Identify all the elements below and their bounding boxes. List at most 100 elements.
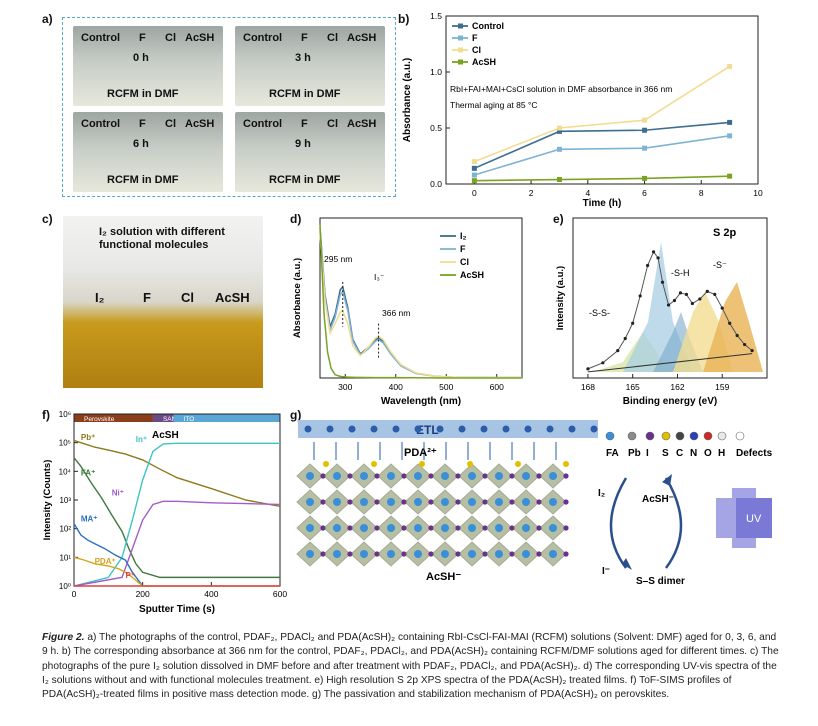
- iodide-ion: [401, 525, 407, 531]
- chart-e-data-point: [660, 280, 665, 284]
- fa-cation: [387, 472, 395, 480]
- fa-cation: [333, 524, 341, 532]
- vial-photo-6h: Control F Cl AcSH 6 h RCFM in DMF: [73, 112, 223, 192]
- fa-cation: [414, 498, 422, 506]
- legend-atom-label: H: [718, 448, 725, 459]
- fa-cation: [468, 524, 476, 532]
- iodide-ion: [347, 473, 353, 479]
- fa-cation: [360, 524, 368, 532]
- caption-figure-label: Figure 2.: [42, 632, 85, 643]
- chart-e-ylabel: Intensity (a.u.): [555, 266, 566, 330]
- etl-molecule: [502, 425, 510, 433]
- chart-f-series-label: PDA⁺: [95, 557, 116, 566]
- iodide-ion: [482, 525, 488, 531]
- chart-b-point: [727, 119, 733, 125]
- chart-e-data-point: [705, 289, 709, 293]
- legend-atom-swatch: [645, 431, 655, 441]
- legend-atom-swatch: [689, 431, 699, 441]
- vial-time: 0 h: [133, 52, 149, 64]
- fa-cation: [522, 498, 530, 506]
- cycle-arrowhead-left: [622, 558, 632, 570]
- chart-e-data-point: [720, 306, 724, 310]
- iodide-ion: [455, 499, 461, 505]
- chart-e-data-point: [656, 256, 660, 260]
- chart-f-series-label: Ni⁺: [112, 489, 124, 498]
- iodide-ion: [563, 525, 569, 531]
- fa-cation: [441, 524, 449, 532]
- peak-label-sh: -S-H: [671, 268, 690, 278]
- sulfur-atom: [323, 461, 329, 467]
- chart-b-legend-marker: [458, 59, 463, 65]
- etl-molecule: [436, 425, 444, 433]
- legend-atom-label: O: [704, 448, 712, 459]
- chart-b-legend-marker: [458, 35, 463, 41]
- pda-label: PDA²⁺: [404, 447, 437, 459]
- chart-b-xtick-label: 8: [699, 188, 704, 198]
- chart-e-data-point: [666, 303, 671, 307]
- chart-b: 0 2 4 6 8 10 0.0 0.5 1.0 1.5 RbI+FAI+MAI+CsCl sol…: [402, 11, 763, 209]
- fa-cation: [360, 498, 368, 506]
- chart-b-point: [642, 117, 648, 123]
- chart-d-xlabel: Wavelength (nm): [381, 396, 461, 407]
- panel-label-g: g): [290, 408, 302, 422]
- chart-b-point: [471, 159, 477, 165]
- chart-d-series-line: [319, 230, 522, 379]
- vial-label-acsh: AcSH: [215, 290, 250, 305]
- fa-cation: [522, 524, 530, 532]
- vial-label-control: Control: [243, 32, 283, 44]
- caption-text: a) The photographs of the control, PDAF₂…: [42, 632, 779, 701]
- chart-b-ytick-label: 1.0: [430, 67, 442, 77]
- chart-e-xtick-label: 168: [581, 382, 595, 392]
- iodide-ion: [320, 551, 326, 557]
- chart-e-data-point: [728, 321, 732, 325]
- fa-cation: [495, 524, 503, 532]
- chart-d-peak2: 366 nm: [382, 308, 410, 318]
- chart-f-region-label: ITO: [184, 416, 195, 423]
- etl-molecule: [370, 425, 378, 433]
- chart-b-legend-marker: [458, 47, 463, 53]
- chart-d-peak1: 295 nm: [324, 254, 352, 264]
- chart-e-data-point: [735, 333, 739, 338]
- chart-e-data-point: [651, 250, 656, 254]
- chart-e: 168 165 162 159 S 2p -S-S- -S-H -S⁻ Binding…: [555, 217, 768, 407]
- vial-label-f: F: [301, 32, 308, 44]
- panel-c-title-line1: I₂ solution with different: [99, 226, 225, 238]
- chart-e-data-point: [631, 321, 635, 325]
- legend-atom-swatch: [627, 431, 637, 441]
- iodide-ion: [509, 473, 515, 479]
- chart-b-series-line: [474, 175, 730, 182]
- fa-cation: [495, 498, 503, 506]
- iodide-ion: [536, 551, 542, 557]
- chart-d: 300 400 500 600 295 nm 366 nm I₃⁻ Wavelengt…: [292, 217, 523, 407]
- vial-photo-9h: Control F Cl AcSH 9 h RCFM in DMF: [235, 112, 385, 192]
- chart-b-xtick-label: 0: [472, 188, 477, 198]
- chart-b-legend-label: Cl: [472, 45, 481, 55]
- chart-b-point: [727, 133, 733, 139]
- panel-label-a: a): [42, 12, 53, 26]
- legend-atom-swatch: [717, 431, 727, 441]
- fa-cation: [549, 498, 557, 506]
- fa-cation: [522, 472, 530, 480]
- vial-label-cl: Cl: [327, 32, 338, 44]
- etl-molecule: [304, 425, 312, 433]
- chart-b-point: [727, 173, 733, 179]
- chart-f-ytick-label: 10⁶: [59, 410, 71, 419]
- chart-f-ytick-label: 10³: [59, 496, 71, 505]
- iodide-ion: [401, 551, 407, 557]
- chart-b-point: [471, 165, 477, 171]
- iodide-ion: [347, 499, 353, 505]
- panel-label-e: e): [553, 212, 564, 226]
- panel-c-title-line2: functional molecules: [99, 239, 209, 251]
- chart-e-data-point: [601, 361, 605, 365]
- vial-label-cl: Cl: [165, 32, 176, 44]
- chart-b-point: [727, 63, 733, 69]
- iodide-ion: [509, 525, 515, 531]
- legend-atom-label: Pb: [628, 448, 641, 459]
- chart-e-xtick-label: 162: [670, 382, 684, 392]
- etl-molecule: [480, 425, 488, 433]
- cycle-i2-label: I₂: [598, 488, 605, 499]
- iodide-ion: [536, 499, 542, 505]
- panel-label-f: f): [42, 408, 50, 422]
- vial-label-control: Control: [81, 32, 121, 44]
- vial-label-control: Control: [81, 118, 121, 130]
